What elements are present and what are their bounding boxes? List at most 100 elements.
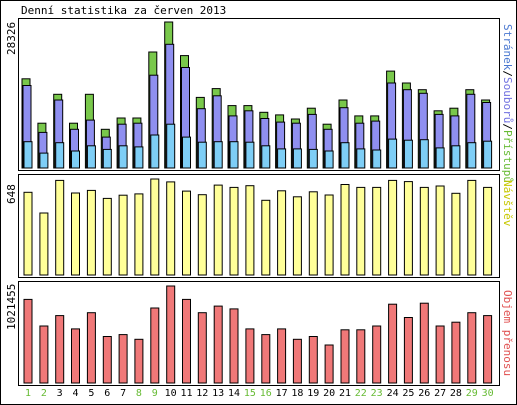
pages-bar — [245, 141, 255, 169]
visits-bar — [150, 178, 160, 276]
kbytes-bar — [483, 315, 493, 384]
x-tick-label: 3 — [56, 388, 63, 399]
x-tick-label: 19 — [307, 388, 320, 399]
visits-bar — [403, 181, 413, 276]
x-tick-label: 10 — [164, 388, 177, 399]
x-tick-label: 26 — [418, 388, 431, 399]
x-tick-label: 2 — [40, 388, 47, 399]
visits-bar — [467, 179, 477, 276]
kbytes-bar — [213, 305, 223, 384]
pages-bar — [197, 141, 207, 169]
pages-bar — [102, 148, 112, 169]
x-tick-label: 15 — [243, 388, 256, 399]
pages-bar — [86, 145, 96, 169]
x-tick-label: 9 — [151, 388, 158, 399]
pages-bar — [388, 138, 398, 169]
visits-bar — [55, 179, 65, 276]
visits-bar — [308, 191, 318, 276]
kbytes-bar — [451, 321, 461, 384]
x-tick-label: 7 — [120, 388, 127, 399]
kbytes-bar — [71, 328, 80, 384]
x-tick-label: 30 — [481, 388, 494, 399]
x-tick-label: 20 — [323, 388, 336, 399]
kbytes-bar — [403, 317, 413, 384]
visits-bar — [197, 194, 207, 276]
kbytes-bar — [340, 329, 350, 384]
visits-bar — [71, 192, 80, 276]
visits-bar — [86, 189, 96, 276]
pages-bar — [372, 149, 382, 169]
visits-bar — [182, 190, 191, 276]
kbytes-bar — [356, 329, 366, 384]
kbytes-bar — [229, 308, 239, 384]
kbytes-bar — [23, 298, 33, 384]
pages-bar — [150, 134, 160, 169]
x-tick-label: 12 — [196, 388, 209, 399]
visits-bar — [451, 192, 461, 276]
x-tick-label: 6 — [104, 388, 111, 399]
pages-bar — [483, 140, 493, 169]
pages-bar — [356, 148, 366, 169]
x-tick-label: 5 — [88, 388, 95, 399]
kbytes-panel — [18, 281, 500, 386]
visits-bar — [118, 194, 128, 276]
kbytes-bar — [166, 285, 176, 384]
x-tick-label: 4 — [72, 388, 79, 399]
x-tick-label: 16 — [259, 388, 272, 399]
pages-bar — [261, 145, 271, 169]
visits-bar — [245, 185, 255, 276]
kbytes-bar — [308, 336, 318, 384]
pages-bar — [435, 147, 445, 169]
x-tick-label: 18 — [291, 388, 304, 399]
kbytes-bar — [39, 325, 49, 384]
visits-bar — [324, 194, 334, 276]
visits-bar — [102, 197, 112, 276]
x-tick-label: 21 — [338, 388, 352, 399]
pages-bar — [419, 139, 429, 169]
x-tick-label: 8 — [135, 388, 142, 399]
pages-bar — [451, 145, 461, 169]
visits-bar — [39, 212, 49, 276]
visits-bar — [23, 191, 33, 276]
x-tick-label: 24 — [386, 388, 399, 399]
visits-bar — [340, 184, 350, 276]
x-tick-label: 27 — [434, 388, 447, 399]
pages-bar — [229, 141, 239, 169]
kbytes-bar — [419, 302, 429, 384]
visits-bar — [277, 190, 287, 276]
kbytes-bar — [102, 336, 112, 384]
pages-bar — [23, 141, 33, 169]
kbytes-bar — [55, 315, 65, 384]
visits-bar — [261, 199, 271, 276]
kbytes-bar — [197, 312, 207, 384]
pages-bar — [277, 148, 287, 169]
pages-bar — [467, 142, 477, 169]
pages-bar — [118, 145, 128, 169]
visits-bar — [388, 179, 398, 276]
visits-bar — [166, 181, 176, 276]
pages-bar — [403, 139, 413, 169]
kbytes-bar — [372, 325, 382, 384]
visits-bar — [435, 185, 445, 276]
visits-bar — [292, 196, 302, 276]
x-tick-label: 22 — [354, 388, 367, 399]
x-tick-label: 14 — [227, 388, 241, 399]
x-tick-label: 28 — [449, 388, 462, 399]
kbytes-bar — [134, 338, 144, 384]
pages-bar — [71, 150, 80, 169]
pages-bar — [134, 146, 144, 169]
kbytes-bar — [324, 344, 334, 384]
kbytes-bar — [467, 312, 477, 384]
visits-bar — [229, 186, 239, 276]
pages-bar — [55, 142, 65, 169]
x-tick-label: 17 — [275, 388, 288, 399]
x-tick-label: 25 — [402, 388, 415, 399]
kbytes-bar — [182, 298, 191, 384]
visits-bar — [483, 186, 493, 276]
kbytes-bar — [292, 338, 302, 384]
chart-title: Denní statistika za červen 2013 — [21, 4, 227, 17]
pages-bar — [166, 123, 176, 169]
visits-bar — [134, 193, 144, 276]
pages-bar — [213, 141, 223, 169]
